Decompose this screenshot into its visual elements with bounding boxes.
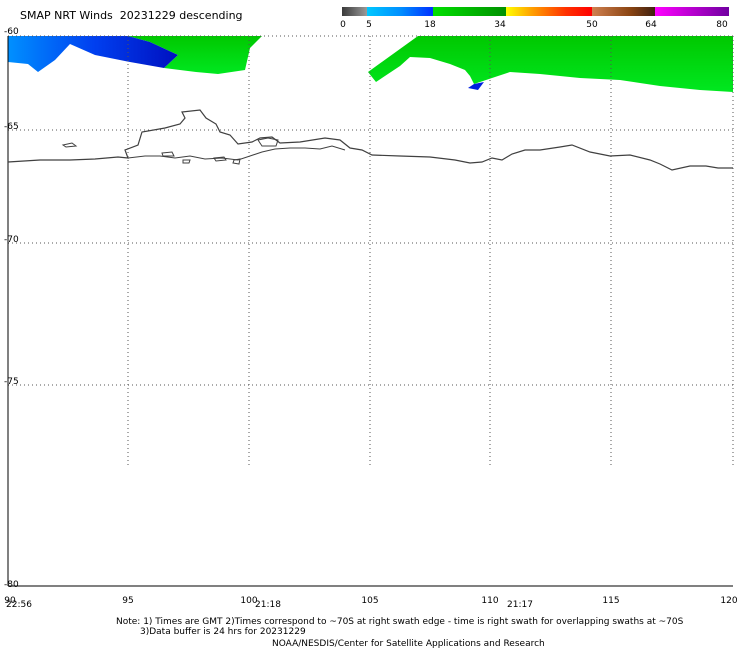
island-outline — [161, 151, 175, 157]
island-outline — [232, 158, 241, 165]
map-title: SMAP NRT Winds 20231229 descending — [20, 9, 243, 22]
lat-label: -75 — [4, 377, 19, 387]
swath-time-label: 22:56 — [6, 600, 32, 610]
colorbar-tick-label: 50 — [586, 20, 598, 30]
island-outline — [61, 142, 78, 148]
lat-label: -60 — [4, 27, 19, 37]
swath-time-label: 21:18 — [255, 600, 281, 610]
graticule — [7, 35, 734, 465]
lon-label: 115 — [602, 596, 620, 606]
colorbar-tick-label: 5 — [366, 20, 372, 30]
lon-label: 110 — [481, 596, 499, 606]
colorbar-segment-gale — [506, 7, 592, 16]
lon-label: 100 — [240, 596, 258, 606]
swath-time-label: 21:17 — [507, 600, 533, 610]
coastline-ice-tongue — [257, 137, 279, 147]
coastline-inner-shelf — [127, 145, 346, 161]
island-outline — [213, 156, 227, 162]
colorbar-segment-light — [367, 7, 433, 16]
note-line-1: Note: 1) Times are GMT 2)Times correspon… — [116, 617, 684, 627]
lat-label: -70 — [4, 235, 19, 245]
wind-swath-right-green — [368, 36, 733, 92]
colorbar-tick-label: 34 — [494, 20, 506, 30]
colorbar-tick-label: 64 — [645, 20, 657, 30]
lat-label: -65 — [4, 122, 19, 132]
lon-label: 120 — [720, 596, 738, 606]
wind-swath-right-blue — [468, 82, 484, 90]
island-outline — [182, 159, 191, 164]
colorbar — [342, 7, 729, 16]
wind-swath-left-blue — [8, 36, 178, 72]
colorbar-segment-storm — [592, 7, 655, 16]
lon-label: 95 — [122, 596, 134, 606]
lon-label: 90 — [4, 596, 16, 606]
credit-line: NOAA/NESDIS/Center for Satellite Applica… — [272, 639, 545, 649]
colorbar-segment-moderate — [433, 7, 506, 16]
colorbar-segment-hurricane — [655, 7, 729, 16]
colorbar-tick-label: 80 — [716, 20, 728, 30]
colorbar-tick-label: 18 — [424, 20, 436, 30]
note-line-2: 3)Data buffer is 24 hrs for 20231229 — [140, 627, 306, 637]
lon-label: 105 — [361, 596, 379, 606]
antarctic-coastline — [7, 109, 733, 171]
lat-label: -80 — [4, 580, 19, 590]
colorbar-segment-calm — [342, 7, 367, 16]
colorbar-tick-label: 0 — [340, 20, 346, 30]
wind-swath-left-green — [128, 36, 262, 74]
